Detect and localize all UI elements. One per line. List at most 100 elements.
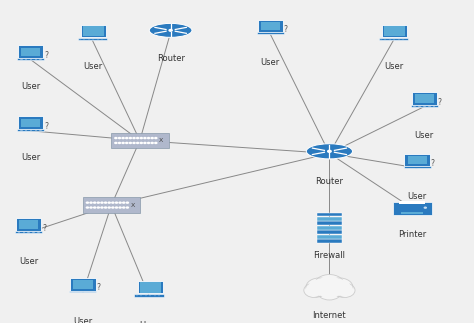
- FancyBboxPatch shape: [408, 156, 427, 164]
- Circle shape: [150, 142, 154, 144]
- Text: User: User: [384, 62, 403, 71]
- Text: Firewall: Firewall: [313, 251, 346, 260]
- Circle shape: [89, 202, 93, 204]
- Circle shape: [93, 206, 97, 209]
- Circle shape: [86, 202, 89, 204]
- FancyBboxPatch shape: [257, 20, 283, 32]
- Circle shape: [97, 206, 100, 209]
- Text: User: User: [140, 321, 159, 323]
- Circle shape: [104, 202, 108, 204]
- Circle shape: [125, 142, 128, 144]
- Circle shape: [126, 206, 129, 209]
- FancyBboxPatch shape: [317, 239, 342, 243]
- Circle shape: [424, 206, 427, 209]
- Text: ?: ?: [431, 159, 435, 168]
- Text: User: User: [83, 62, 102, 71]
- Circle shape: [319, 284, 340, 299]
- Circle shape: [108, 202, 111, 204]
- Text: ?: ?: [284, 25, 288, 34]
- FancyBboxPatch shape: [317, 221, 342, 225]
- Circle shape: [114, 142, 118, 144]
- Circle shape: [147, 137, 150, 139]
- FancyBboxPatch shape: [21, 47, 40, 56]
- Text: ?: ?: [45, 51, 48, 60]
- Text: ?: ?: [438, 98, 442, 107]
- Circle shape: [328, 279, 351, 295]
- Polygon shape: [140, 282, 161, 293]
- FancyBboxPatch shape: [16, 218, 41, 231]
- Text: User: User: [415, 131, 434, 140]
- Text: ?: ?: [45, 122, 48, 131]
- Text: Router: Router: [315, 177, 344, 186]
- Circle shape: [154, 137, 158, 139]
- Polygon shape: [82, 25, 106, 37]
- FancyBboxPatch shape: [82, 197, 140, 213]
- Text: ?: ?: [97, 283, 100, 292]
- Polygon shape: [138, 281, 163, 293]
- Circle shape: [115, 206, 118, 209]
- Text: Printer: Printer: [398, 230, 427, 239]
- Circle shape: [132, 137, 136, 139]
- Circle shape: [150, 137, 154, 139]
- Text: User: User: [19, 257, 38, 266]
- Polygon shape: [384, 26, 405, 36]
- FancyBboxPatch shape: [70, 291, 96, 292]
- Circle shape: [306, 278, 333, 297]
- Circle shape: [128, 137, 132, 139]
- Circle shape: [104, 206, 108, 209]
- Circle shape: [143, 137, 147, 139]
- FancyBboxPatch shape: [401, 212, 423, 214]
- FancyBboxPatch shape: [411, 92, 437, 105]
- Circle shape: [334, 283, 355, 297]
- Circle shape: [136, 142, 139, 144]
- Polygon shape: [383, 25, 407, 37]
- FancyBboxPatch shape: [19, 220, 38, 229]
- FancyBboxPatch shape: [18, 58, 44, 60]
- Polygon shape: [379, 37, 408, 40]
- FancyBboxPatch shape: [415, 94, 434, 103]
- Circle shape: [147, 142, 150, 144]
- Circle shape: [111, 202, 115, 204]
- Text: User: User: [21, 82, 40, 91]
- Circle shape: [89, 206, 93, 209]
- FancyBboxPatch shape: [317, 230, 342, 234]
- Circle shape: [111, 206, 115, 209]
- FancyBboxPatch shape: [404, 154, 430, 166]
- FancyBboxPatch shape: [317, 226, 342, 230]
- FancyBboxPatch shape: [18, 117, 44, 129]
- Circle shape: [118, 202, 122, 204]
- Polygon shape: [78, 37, 107, 40]
- Polygon shape: [135, 294, 164, 297]
- FancyBboxPatch shape: [18, 129, 44, 131]
- Circle shape: [317, 283, 342, 300]
- Circle shape: [118, 142, 121, 144]
- Circle shape: [136, 137, 139, 139]
- FancyBboxPatch shape: [73, 280, 92, 289]
- Text: User: User: [408, 192, 427, 201]
- Circle shape: [317, 276, 342, 293]
- Circle shape: [139, 142, 143, 144]
- Text: X: X: [131, 203, 135, 208]
- Text: Internet: Internet: [313, 311, 346, 320]
- FancyBboxPatch shape: [317, 235, 342, 239]
- Circle shape: [154, 142, 158, 144]
- Circle shape: [97, 202, 100, 204]
- Circle shape: [115, 202, 118, 204]
- Circle shape: [143, 142, 147, 144]
- FancyBboxPatch shape: [400, 201, 425, 203]
- FancyBboxPatch shape: [70, 278, 96, 291]
- Circle shape: [118, 206, 122, 209]
- Ellipse shape: [306, 144, 353, 159]
- Circle shape: [86, 206, 89, 209]
- Circle shape: [308, 279, 331, 295]
- Text: User: User: [73, 317, 92, 323]
- Circle shape: [304, 283, 325, 297]
- Text: Router: Router: [156, 54, 185, 63]
- Circle shape: [108, 206, 111, 209]
- Circle shape: [132, 142, 136, 144]
- Circle shape: [314, 275, 344, 295]
- Text: User: User: [21, 153, 40, 162]
- Circle shape: [122, 202, 126, 204]
- Circle shape: [114, 137, 118, 139]
- Text: ?: ?: [42, 224, 46, 233]
